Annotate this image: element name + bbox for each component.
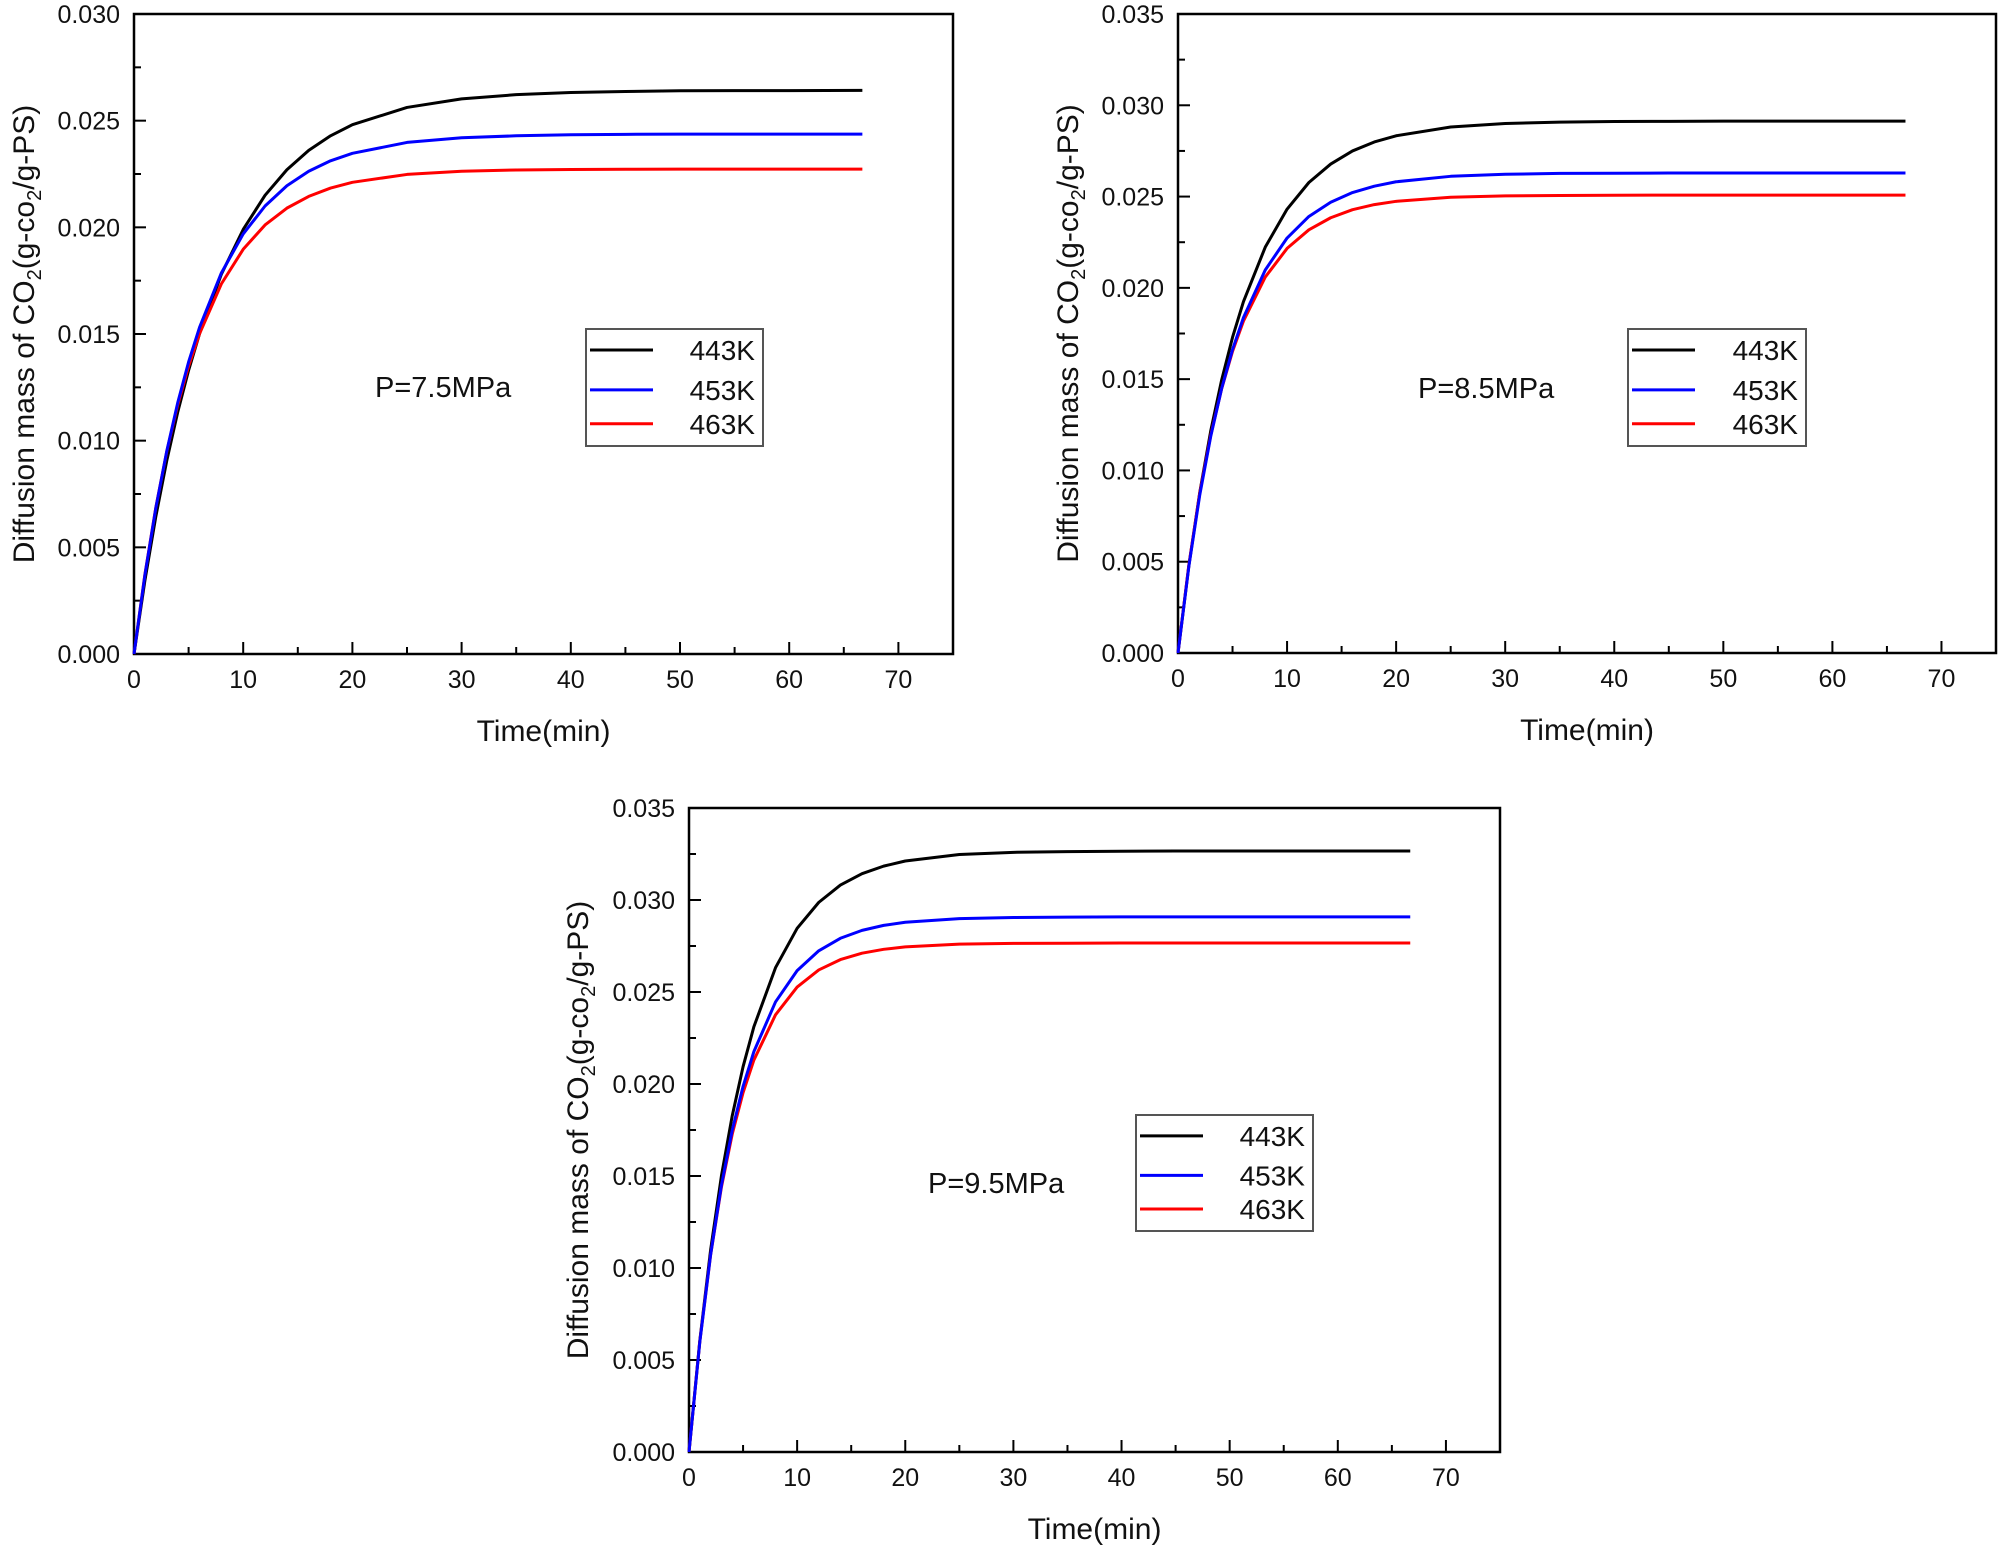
legend-box bbox=[585, 328, 764, 447]
y-tick-label: 0.015 bbox=[1101, 366, 1164, 394]
x-tick-label: 40 bbox=[1600, 665, 1628, 693]
subscript: 2 bbox=[1068, 189, 1090, 200]
x-tick-label: 60 bbox=[1818, 665, 1846, 693]
x-tick-label: 30 bbox=[1491, 665, 1519, 693]
y-tick-label: 0.005 bbox=[612, 1347, 675, 1375]
x-tick-label: 10 bbox=[1273, 665, 1301, 693]
y-tick-label: 0.025 bbox=[57, 108, 120, 136]
y-tick-label: 0.015 bbox=[57, 321, 120, 349]
chart-panel-2: 0 10 20 30 40 50 60 70 0.000 0.005 0.010 0.015 0.020… bbox=[1052, 1, 1998, 747]
label-part: (g-co bbox=[1052, 200, 1085, 268]
chart-panel-3: 0 10 20 30 40 50 60 70 0.000 0.005 0.010 0.015 0.020… bbox=[562, 795, 1502, 1546]
label-part: (g-co bbox=[8, 201, 41, 269]
y-tick-label: 0.025 bbox=[612, 979, 675, 1007]
pressure-annotation: P=9.5MPa bbox=[928, 1168, 1065, 1200]
x-tick-label: 40 bbox=[557, 666, 585, 694]
x-tick-label: 70 bbox=[884, 666, 912, 694]
x-tick-label: 0 bbox=[1171, 665, 1185, 693]
y-tick-label: 0.010 bbox=[612, 1255, 675, 1283]
y-tick-label: 0.005 bbox=[57, 534, 120, 562]
subscript: 2 bbox=[578, 986, 600, 997]
x-tick-label: 70 bbox=[1928, 665, 1956, 693]
legend-label: 453K bbox=[690, 375, 756, 406]
label-part: /g-PS) bbox=[8, 105, 41, 190]
legend-box bbox=[1135, 1114, 1314, 1232]
x-tick-label: 20 bbox=[891, 1464, 919, 1492]
y-axis-title: Diffusion mass of CO2(g-co2/g-PS) bbox=[8, 105, 46, 564]
label-part: /g-PS) bbox=[562, 901, 595, 986]
pressure-annotation: P=7.5MPa bbox=[375, 372, 512, 404]
legend-label: 443K bbox=[1733, 335, 1799, 366]
subscript: 2 bbox=[24, 269, 46, 280]
x-tick-label: 50 bbox=[666, 666, 694, 694]
y-tick-label: 0.020 bbox=[612, 1071, 675, 1099]
x-axis-title: Time(min) bbox=[1520, 714, 1654, 747]
x-tick-label: 40 bbox=[1108, 1464, 1136, 1492]
series-line-453K bbox=[1176, 171, 1906, 654]
x-tick-label: 20 bbox=[338, 666, 366, 694]
y-tick-label: 0.030 bbox=[57, 1, 120, 29]
x-tick-label: 0 bbox=[127, 666, 141, 694]
series-line-443K bbox=[132, 88, 863, 655]
plot-frame bbox=[1176, 12, 1998, 655]
y-axis-title: Diffusion mass of CO2(g-co2/g-PS) bbox=[562, 901, 600, 1360]
x-axis-title: Time(min) bbox=[1028, 1513, 1162, 1546]
subscript: 2 bbox=[24, 190, 46, 201]
y-tick-label: 0.000 bbox=[612, 1439, 675, 1467]
series-line-443K bbox=[1176, 119, 1906, 654]
label-part: (g-co bbox=[562, 997, 595, 1065]
y-tick-label: 0.015 bbox=[612, 1163, 675, 1191]
y-tick-label: 0.010 bbox=[1101, 457, 1164, 485]
y-tick-label: 0.035 bbox=[612, 795, 675, 823]
x-tick-label: 30 bbox=[999, 1464, 1027, 1492]
x-tick-label: 70 bbox=[1432, 1464, 1460, 1492]
x-tick-label: 0 bbox=[682, 1464, 696, 1492]
y-tick-label: 0.010 bbox=[57, 428, 120, 456]
legend-box bbox=[1627, 328, 1807, 447]
x-tick-label: 20 bbox=[1382, 665, 1410, 693]
series-line-443K bbox=[687, 849, 1411, 1453]
x-tick-label: 30 bbox=[448, 666, 476, 694]
y-tick-label: 0.000 bbox=[57, 641, 120, 669]
subscript: 2 bbox=[1068, 269, 1090, 280]
legend-label: 463K bbox=[1733, 409, 1799, 440]
chart-panel-1: 0 10 20 30 40 50 60 70 0.000 0.005 0.010 0.015 0.020… bbox=[8, 1, 955, 748]
y-tick-label: 0.020 bbox=[1101, 275, 1164, 303]
label-part: Diffusion mass of CO bbox=[562, 1076, 595, 1359]
pressure-annotation: P=8.5MPa bbox=[1418, 373, 1555, 405]
x-tick-label: 50 bbox=[1709, 665, 1737, 693]
x-tick-label: 10 bbox=[783, 1464, 811, 1492]
label-part: Diffusion mass of CO bbox=[1052, 280, 1085, 563]
y-tick-label: 0.030 bbox=[1101, 92, 1164, 120]
label-part: /g-PS) bbox=[1052, 104, 1085, 189]
legend-label: 453K bbox=[1240, 1160, 1306, 1191]
subscript: 2 bbox=[578, 1065, 600, 1076]
legend-label: 453K bbox=[1733, 375, 1799, 406]
legend-label: 463K bbox=[1240, 1194, 1306, 1225]
x-tick-label: 60 bbox=[775, 666, 803, 694]
y-tick-label: 0.005 bbox=[1101, 549, 1164, 577]
plot-frame bbox=[132, 12, 955, 656]
label-part: Diffusion mass of CO bbox=[8, 280, 41, 563]
x-tick-label: 60 bbox=[1324, 1464, 1352, 1492]
x-tick-label: 10 bbox=[229, 666, 257, 694]
y-tick-label: 0.020 bbox=[57, 214, 120, 242]
y-tick-label: 0.000 bbox=[1101, 640, 1164, 668]
x-tick-label: 50 bbox=[1216, 1464, 1244, 1492]
legend-label: 463K bbox=[690, 409, 756, 440]
plot-frame bbox=[687, 806, 1502, 1454]
y-tick-label: 0.035 bbox=[1101, 1, 1164, 29]
series-line-453K bbox=[132, 132, 863, 655]
series-line-453K bbox=[687, 915, 1411, 1453]
legend-label: 443K bbox=[1240, 1121, 1306, 1152]
y-axis-title: Diffusion mass of CO2(g-co2/g-PS) bbox=[1052, 104, 1090, 563]
legend-label: 443K bbox=[690, 335, 756, 366]
y-tick-label: 0.025 bbox=[1101, 184, 1164, 212]
y-tick-label: 0.030 bbox=[612, 887, 675, 915]
x-axis-title: Time(min) bbox=[477, 715, 611, 748]
